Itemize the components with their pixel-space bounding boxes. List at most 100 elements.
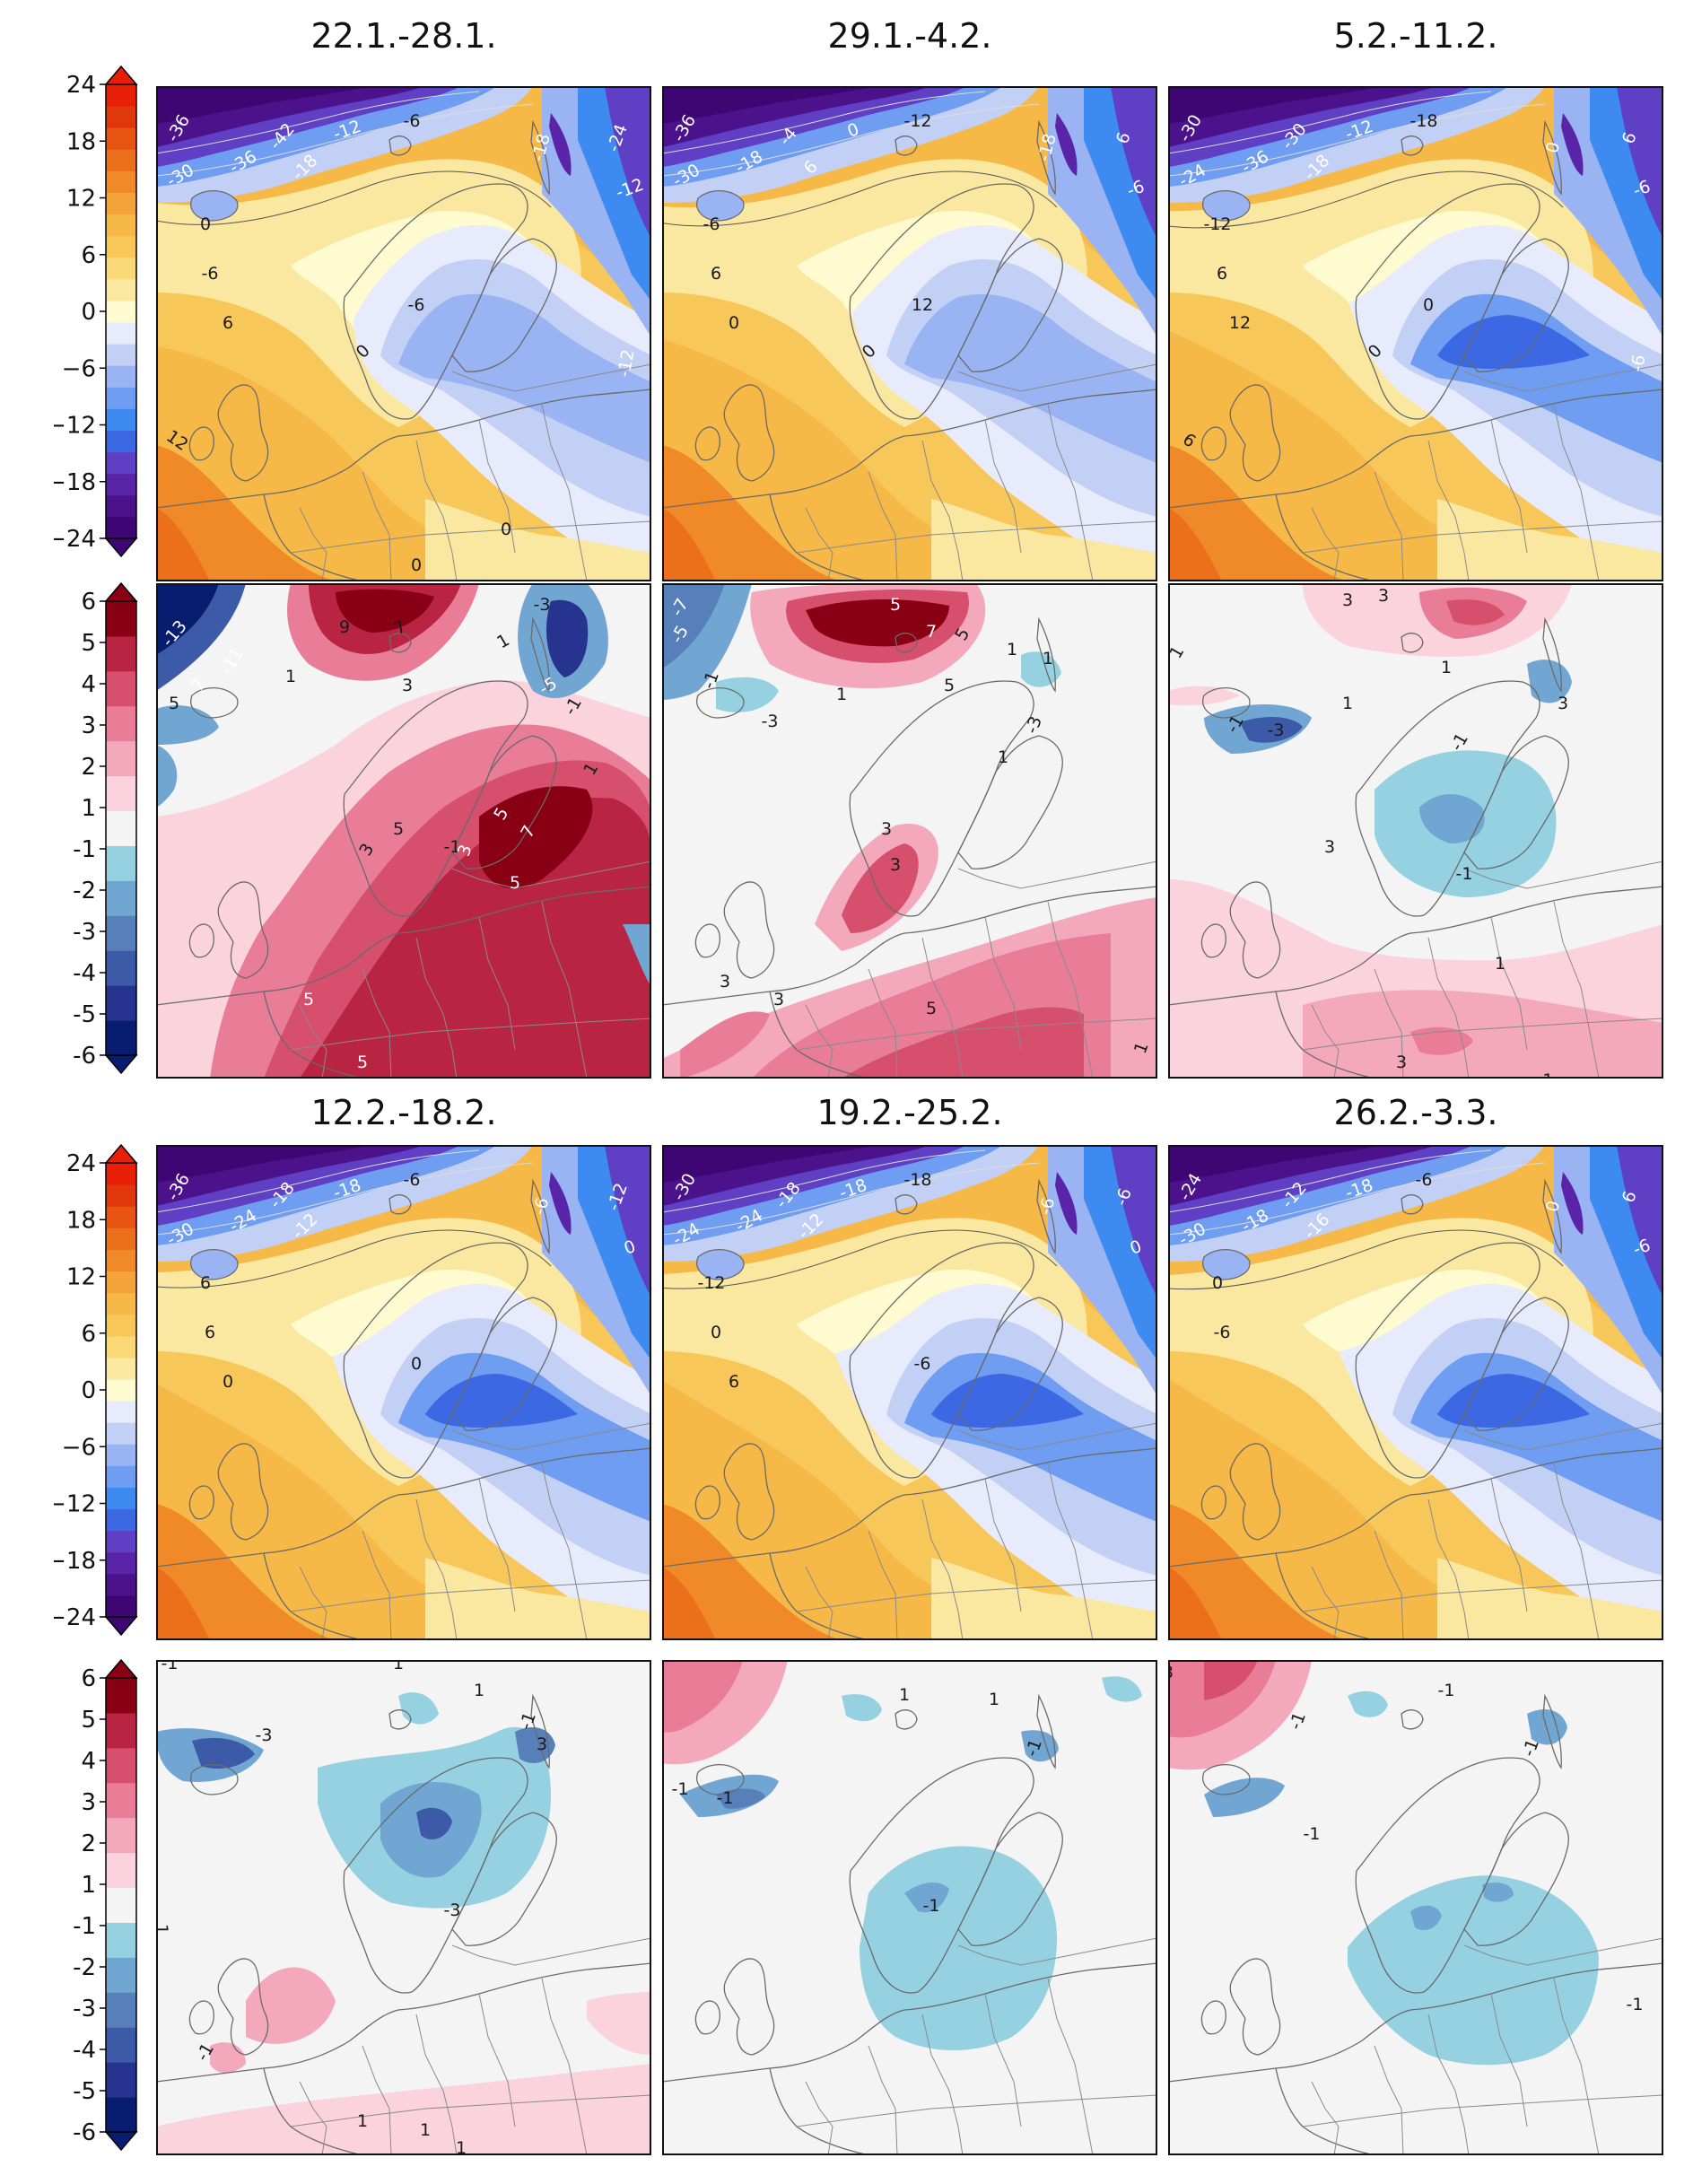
contour-label: 3 xyxy=(720,972,730,992)
contour-region xyxy=(860,1846,1057,2050)
colorbar-tick-label: 6 xyxy=(81,1665,96,1692)
coastline xyxy=(1168,389,1663,509)
contour-region xyxy=(1482,1883,1514,1902)
isotherm xyxy=(1168,1149,1492,1213)
country-border xyxy=(1490,419,1528,554)
contour-label: -1 xyxy=(444,837,461,857)
isotherm xyxy=(662,1229,1058,1289)
contour-region xyxy=(662,445,842,581)
contour-label: 12 xyxy=(912,295,933,315)
coastline xyxy=(1202,687,1251,719)
contour-label: 3 xyxy=(1378,586,1389,606)
colorbar-tick-label: −12 xyxy=(54,413,96,440)
coastline xyxy=(217,881,269,979)
colorbar-tick-label: -6 xyxy=(73,1043,96,1070)
coastline xyxy=(1463,735,1569,869)
colorbar-segment xyxy=(106,300,136,323)
coastline xyxy=(451,735,557,869)
panel-frame xyxy=(662,583,1157,1079)
temperature-map-panel: -36 -30 -36 -42 -18 -12 -6 -18 -12 -24 0 -6 6 -6 0 12 -1… xyxy=(156,86,651,581)
coastline xyxy=(188,426,214,461)
contour-label: 1 xyxy=(998,747,1008,767)
contour-region xyxy=(416,1807,452,1839)
contour-label: -1 xyxy=(161,1660,179,1673)
coastline xyxy=(1401,135,1424,156)
temperature-map-panel: -30 -24 -36 -30 -18 -12 -18 0 -6 6 -12 6 12 0 0 6 -6 xyxy=(1168,86,1663,581)
isotherm xyxy=(156,91,480,154)
contour-region xyxy=(1202,190,1250,221)
temperature-colorbar-svg: 24 18 12 6 0 −6 −12 −18 −24 xyxy=(47,65,138,558)
colorbar-tick-label: -5 xyxy=(73,2078,96,2105)
colorbar-segment xyxy=(106,1422,136,1445)
coastline xyxy=(217,1443,269,1541)
coastline xyxy=(894,135,918,156)
coastline xyxy=(1202,1249,1251,1280)
contour-label: -3 xyxy=(1268,721,1285,740)
country-border xyxy=(1490,1478,1528,1612)
contour-label: 3 xyxy=(402,676,413,695)
contour-region xyxy=(549,1172,572,1235)
colorbar-segment xyxy=(106,1487,136,1510)
contour-label: 1 xyxy=(420,2120,431,2140)
contour-region xyxy=(1204,1778,1285,1817)
country-border xyxy=(451,1422,651,1451)
country-border xyxy=(957,1937,1157,1966)
contour-label: -1 xyxy=(717,1788,734,1808)
coastline xyxy=(1036,119,1056,196)
colorbar-segment xyxy=(106,1678,136,1714)
contour-region xyxy=(300,798,651,1079)
isotherm xyxy=(156,1162,534,1236)
contour-label: -1 xyxy=(1456,864,1473,884)
anomaly-map: -1 -11 1-1-1 xyxy=(662,1660,1157,2155)
colorbar-tick-label: 3 xyxy=(81,712,96,739)
coastline xyxy=(1401,1709,1424,1730)
country-border xyxy=(1302,1018,1663,1051)
coastline xyxy=(1168,886,1663,1006)
contour-region xyxy=(398,1692,439,1725)
contour-region xyxy=(336,589,434,633)
contour-label: -1 xyxy=(923,1896,940,1916)
colorbar-segment xyxy=(106,1465,136,1488)
coastline xyxy=(217,1958,269,2056)
country-border xyxy=(290,520,651,554)
coastline xyxy=(1401,633,1424,653)
colorbar-tick-label: 2 xyxy=(81,754,96,781)
temperature-map-panel: -36 -30 -18 -4 6 0 -12 -18 -6 6 -6 6 0 12 0 xyxy=(662,86,1157,581)
country-border xyxy=(541,901,588,1079)
country-border xyxy=(868,471,898,581)
contour-region xyxy=(1437,1374,1590,1428)
panel-frame xyxy=(156,583,651,1079)
panel-frame xyxy=(1168,1660,1663,2155)
contour-region xyxy=(1168,1145,1383,1183)
colorbar-tick-label: -4 xyxy=(73,2037,96,2064)
colorbar-tick-label: 6 xyxy=(81,589,96,616)
country-border xyxy=(415,937,458,1079)
country-border xyxy=(451,1937,651,1966)
contour-label: 1 xyxy=(1495,954,1505,974)
colorbar-segment xyxy=(106,1271,136,1294)
colorbar-segment xyxy=(106,1817,136,1854)
coastline xyxy=(957,1812,1063,1946)
colorbar-segment xyxy=(106,601,136,637)
coastline xyxy=(388,135,412,156)
colorbar-segment xyxy=(106,1249,136,1271)
colorbar-segment xyxy=(106,1314,136,1337)
country-border xyxy=(415,2014,458,2155)
temperature-colorbar-svg: 24 18 12 6 0 −6 −12 −18 −24 xyxy=(47,1143,138,1637)
colorbar-segment xyxy=(106,365,136,388)
contour-label: 6 xyxy=(1217,264,1227,284)
colorbar-segment xyxy=(106,322,136,345)
colorbar-tick-label: −18 xyxy=(54,469,96,496)
contour-label: 1 xyxy=(357,2111,368,2131)
contour-label: 1 xyxy=(285,667,296,686)
panel-frame xyxy=(156,86,651,581)
contour-region xyxy=(190,190,238,221)
country-border xyxy=(796,1018,1157,1051)
colorbar-segment xyxy=(106,1782,136,1819)
coastline xyxy=(696,1249,745,1280)
contour-region xyxy=(156,508,210,581)
colorbar-extend-min xyxy=(104,537,138,558)
colorbar-segment xyxy=(106,740,136,777)
coastline xyxy=(190,1764,239,1795)
